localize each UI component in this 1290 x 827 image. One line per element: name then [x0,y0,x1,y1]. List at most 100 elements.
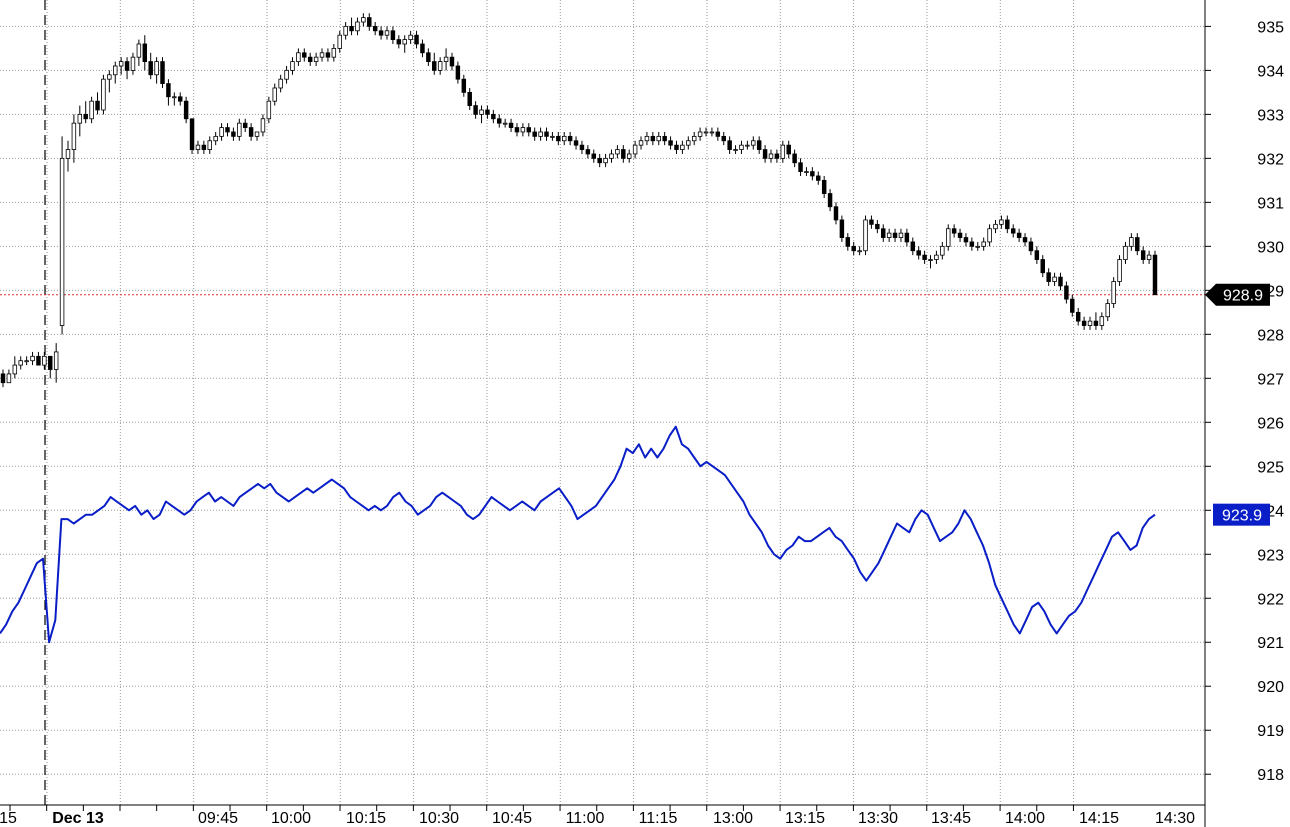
candle-body-up [30,355,35,362]
candle-body-down [449,56,455,67]
candle-body-up [739,144,744,150]
candle-body-up [780,144,786,159]
candle-body-down [851,245,856,252]
x-tick-label: 10:30 [419,810,459,827]
candle-body-up [1087,320,1093,326]
candle-body-down [621,149,626,159]
candle-body-up [71,122,77,150]
candle-body-down [1010,228,1016,234]
candle-body-up [384,30,390,36]
candlestick-series [0,13,1158,388]
candle-body-down [916,250,921,256]
candle-body-down [544,131,549,137]
candle-body-down [432,61,437,71]
line-last-marker: 923.9 [1213,503,1270,526]
candle-body-up [686,140,691,146]
candle-body-up [254,131,260,137]
candle-body-up [975,245,981,248]
candle-body-up [12,364,18,375]
candle-body-up [260,118,266,133]
candle-body-up [703,131,709,134]
candle-body-down [378,30,384,36]
candle-body-down [491,113,496,120]
candle-body-down [827,193,833,208]
candle-body-up [863,219,868,252]
candle-body-up [408,34,413,40]
candle-body-up [987,228,992,243]
y-tick-label: 922 [1257,591,1284,608]
candle-body-down [349,25,354,32]
candle-body-up [437,61,443,71]
candle-body-up [237,122,242,137]
candle-body-up [331,47,337,58]
y-tick-label: 923 [1257,547,1284,564]
x-tick-label: 11:15 [639,810,678,827]
candle-body-down [201,144,207,150]
candle-body-up [1117,259,1122,282]
candle-body-down [1140,250,1146,260]
x-tick-label: 13:30 [858,810,898,827]
candle-body-up [266,100,272,120]
candle-body-up [615,149,620,155]
candle-body-down [1070,298,1075,313]
candle-body-down [1135,237,1140,252]
candle-body-down [514,127,520,133]
candle-body-down [461,78,467,93]
x-tick-label: 11:00 [566,810,605,827]
x-tick-label: 14:15 [1079,810,1119,827]
candle-body-down [904,232,910,243]
candle-body-up [561,135,567,142]
candle-body-down [426,52,431,62]
candle-body-up [213,135,218,142]
candle-body-down [762,149,768,159]
candle-body-down [674,144,679,150]
x-axis-ticks: 15 Dec 13 09:45 10:00 10:15 10:30 10:45 11:00 11… [0,805,1195,827]
y-axis-ticks: 9189199209219229239249259269279289299309… [1205,19,1284,784]
candle-body-down [473,105,478,115]
candle-body-down [36,355,41,366]
candle-body-down [467,91,472,106]
y-tick-label: 925 [1257,459,1284,476]
candle-body-down [597,157,602,164]
candle-body-down [869,219,874,225]
candle-body-up [118,61,124,67]
candle-body-down [1034,250,1040,260]
candle-body-up [18,360,23,366]
candle-body-up [172,96,177,99]
candle-body-down [845,237,851,247]
candle-body-up [290,61,295,71]
x-tick-label: 15 [0,810,17,827]
candle-body-down [951,228,957,234]
y-tick-label: 930 [1257,239,1284,256]
candle-body-down [650,135,656,142]
candle-body-down [839,219,845,238]
x-tick-label: 10:00 [271,810,311,827]
candle-body-up [603,157,608,164]
last-price-marker-bg [1205,283,1270,306]
x-tick-label: 10:45 [492,810,532,827]
y-tick-label: 926 [1257,415,1284,432]
candle-body-down [798,162,803,172]
candle-body-up [857,250,862,253]
candle-body-up [638,140,644,146]
candle-body-down [367,17,372,27]
candle-body-down [821,179,827,194]
vertical-gridlines [46,0,1075,805]
candle-body-up [319,52,325,58]
candle-body-up [130,56,136,71]
candle-body-down [307,56,313,62]
candle-body-down [1028,241,1034,252]
last-price-marker-text: 928.9 [1223,288,1263,305]
candle-body-up [745,144,750,147]
candle-body-down [721,135,726,142]
candle-body-down [786,144,791,155]
candle-body-down [455,65,461,80]
candle-body-down [414,34,419,45]
candle-body-down [189,118,195,150]
candle-body-up [981,241,986,247]
x-tick-label: Dec 13 [52,810,104,827]
candle-body-up [1105,303,1110,318]
candle-body-down [756,140,762,150]
candle-body-down [485,109,490,115]
